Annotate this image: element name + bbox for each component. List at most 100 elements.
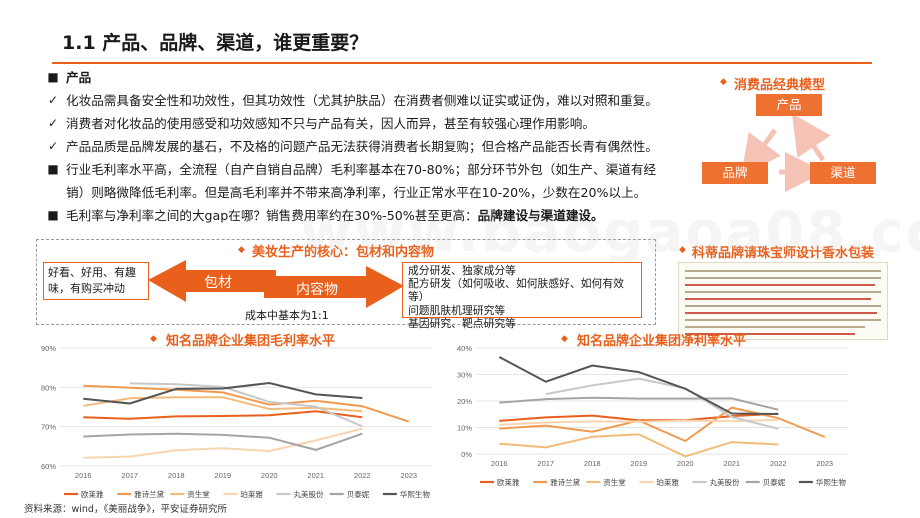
legend-label: 珀莱雅 [656, 477, 679, 487]
check-bullet-icon: ✓ [47, 139, 59, 153]
bullet-text: 化妆品需具备安全性和功效性，但其功效性（尤其护肤品）在消费者侧难以证实或证伪，难… [66, 93, 658, 108]
legend-label: 华熙生物 [400, 489, 430, 499]
core-left-text: 好看、好用、有趣味，有购买冲动 [43, 262, 149, 300]
bullet-text: 消费者对化妆品的使用感受和功效感知不只与产品有关，因人而异，甚至有较强心理作用影… [66, 116, 595, 131]
model-product-box: 产品 [756, 94, 822, 116]
x-tick-label: 2016 [75, 471, 92, 480]
diamond-icon: ◆ [561, 334, 568, 344]
check-bullet-icon: ✓ [47, 93, 59, 107]
legend-label: 资生堂 [187, 489, 210, 499]
x-tick-label: 2020 [677, 459, 694, 468]
bullet-item: ✓ 产品品质是品牌发展的基石，不及格的问题产品无法获得消费者长期复购；但合格产品能… [44, 135, 674, 158]
x-tick-label: 2016 [491, 459, 508, 468]
core-right-line: 基因研究、靶点研究等 [408, 316, 516, 330]
x-tick-label: 2022 [770, 459, 787, 468]
core-right-line: 成分研发、独家成分等 [408, 264, 516, 277]
legend-label: 欧莱雅 [497, 477, 520, 487]
series-line [83, 381, 363, 405]
content-label: 内容物 [296, 281, 338, 297]
series-line [499, 406, 826, 443]
bullet-list: ■ 产品 ✓ 化妆品需具备安全性和功效性，但其功效性（尤其护肤品）在消费者侧难以证实… [44, 66, 674, 227]
series-line [83, 384, 410, 423]
series-line [129, 382, 363, 428]
bullet-text: 毛利率与净利率之间的大gap在哪？销售费用率约在30%-50%甚至更高： [66, 208, 478, 223]
legend-label: 贝泰妮 [763, 477, 786, 487]
gross-margin-chart: 60% 70% 80% 90% 2016 2017 2018 2019 2020 2021 2022… [41, 346, 432, 499]
bullet-item: ■ 毛利率与净利率之间的大gap在哪？销售费用率约在30%-50%甚至更高：品牌建… [44, 204, 674, 227]
legend-label: 贝泰妮 [347, 489, 370, 499]
legend-label: 丸美股份 [294, 489, 324, 499]
series-line [499, 433, 779, 458]
bullet-bold-tail: 品牌建设与渠道建设。 [477, 208, 604, 223]
y-tick-label: 40% [457, 346, 472, 353]
bullet-item: ✓ 消费者对化妆品的使用感受和功效感知不只与产品有关，因人而异，甚至有较强心理作用… [44, 112, 674, 135]
model-brand-box: 品牌 [702, 162, 768, 184]
series-line [545, 377, 779, 430]
core-right-list: 成分研发、独家成分等 配方研发（如何吸收、如何肤感好、如何有效等） 问题肌肤机理… [402, 262, 642, 330]
x-tick-label: 2019 [630, 459, 647, 468]
title-bar: 1.1 产品、品牌、渠道，谁更重要？ [52, 24, 872, 64]
x-tick-label: 2017 [121, 471, 138, 480]
x-tick-label: 2017 [537, 459, 554, 468]
legend-label: 欧莱雅 [81, 489, 104, 499]
model-channel-box: 渠道 [810, 162, 876, 184]
x-tick-label: 2023 [400, 471, 417, 480]
bullet-item: ■ 行业毛利率水平高，全流程（自产自销自品牌）毛利率基本在70-80%；部分环节外… [44, 158, 674, 204]
diamond-icon: ◆ [150, 334, 157, 344]
square-bullet-icon: ■ [47, 208, 59, 222]
bullet-item: ✓ 化妆品需具备安全性和功效性，但其功效性（尤其护肤品）在消费者侧难以证实或证伪，… [44, 89, 674, 112]
y-tick-label: 70% [41, 423, 56, 432]
bullet-item: ■ 产品 [44, 66, 674, 89]
x-tick-label: 2021 [307, 471, 324, 480]
square-bullet-icon: ■ [47, 162, 59, 176]
cost-ratio-note: 成本中基本为1:1 [245, 309, 329, 322]
bullet-text: 产品品质是品牌发展的基石，不及格的问题产品无法获得消费者长期复购；但合格产品能否… [66, 139, 658, 154]
source-note: 资料来源：wind，《美丽战争》，平安证券研究所 [24, 504, 227, 515]
legend-label: 珀莱雅 [240, 489, 263, 499]
bullet-text: 行业毛利率水平高，全流程（自产自销自品牌）毛利率基本在70-80%；部分环节外包… [66, 162, 657, 200]
core-right-line: 配方研发（如何吸收、如何肤感好、如何有效等） [408, 277, 624, 304]
y-tick-label: 30% [457, 371, 472, 380]
bullet-text: 产品 [66, 70, 92, 85]
diamond-icon: ◆ [720, 77, 727, 87]
legend-label: 丸美股份 [710, 477, 740, 487]
series-line [83, 410, 363, 420]
series-line [499, 396, 779, 411]
x-tick-label: 2020 [261, 471, 278, 480]
series-line [499, 418, 779, 426]
series-line [83, 396, 363, 413]
y-tick-label: 20% [457, 397, 472, 406]
y-tick-label: 90% [41, 346, 56, 353]
y-tick-label: 0% [461, 450, 472, 459]
net-margin-chart: 0% 10% 20% 30% 40% 2016 2017 2018 2019 2020 2021 20… [457, 346, 848, 487]
y-tick-label: 80% [41, 383, 56, 392]
check-bullet-icon: ✓ [47, 116, 59, 130]
core-title: 美妆生产的核心：包材和内容物 [252, 245, 435, 260]
x-tick-label: 2021 [723, 459, 740, 468]
core-dashed-frame [36, 239, 656, 325]
diamond-icon: ◆ [679, 245, 686, 255]
y-tick-label: 60% [41, 462, 56, 471]
series-line [83, 427, 363, 459]
x-tick-label: 2018 [168, 471, 185, 480]
core-right-line: 问题肌肤机理研究等 [408, 303, 506, 317]
legend-label: 华熙生物 [816, 477, 846, 487]
x-tick-label: 2022 [354, 471, 371, 480]
gross-margin-chart-title: 知名品牌企业集团毛利率水平 [166, 334, 336, 349]
model-cycle-arrows [741, 113, 831, 192]
x-tick-label: 2018 [584, 459, 601, 468]
y-tick-label: 10% [457, 424, 472, 433]
page-title: 1.1 产品、品牌、渠道，谁更重要？ [62, 32, 369, 54]
legend-label: 资生堂 [603, 477, 626, 487]
series-line [83, 432, 363, 451]
legend-label: 雅诗兰黛 [550, 477, 580, 487]
core-double-arrow: 包材 内容物 [148, 260, 404, 308]
x-tick-label: 2019 [214, 471, 231, 480]
square-bullet-icon: ■ [47, 70, 59, 84]
diamond-icon: ◆ [238, 245, 245, 255]
net-margin-chart-title: 知名品牌企业集团净利率水平 [577, 334, 747, 349]
book-excerpt-image [678, 262, 888, 340]
pack-example-title: 科蒂品牌请珠宝师设计香水包装 [692, 246, 875, 261]
packaging-label: 包材 [204, 274, 232, 290]
model-title: 消费品经典模型 [734, 78, 826, 93]
